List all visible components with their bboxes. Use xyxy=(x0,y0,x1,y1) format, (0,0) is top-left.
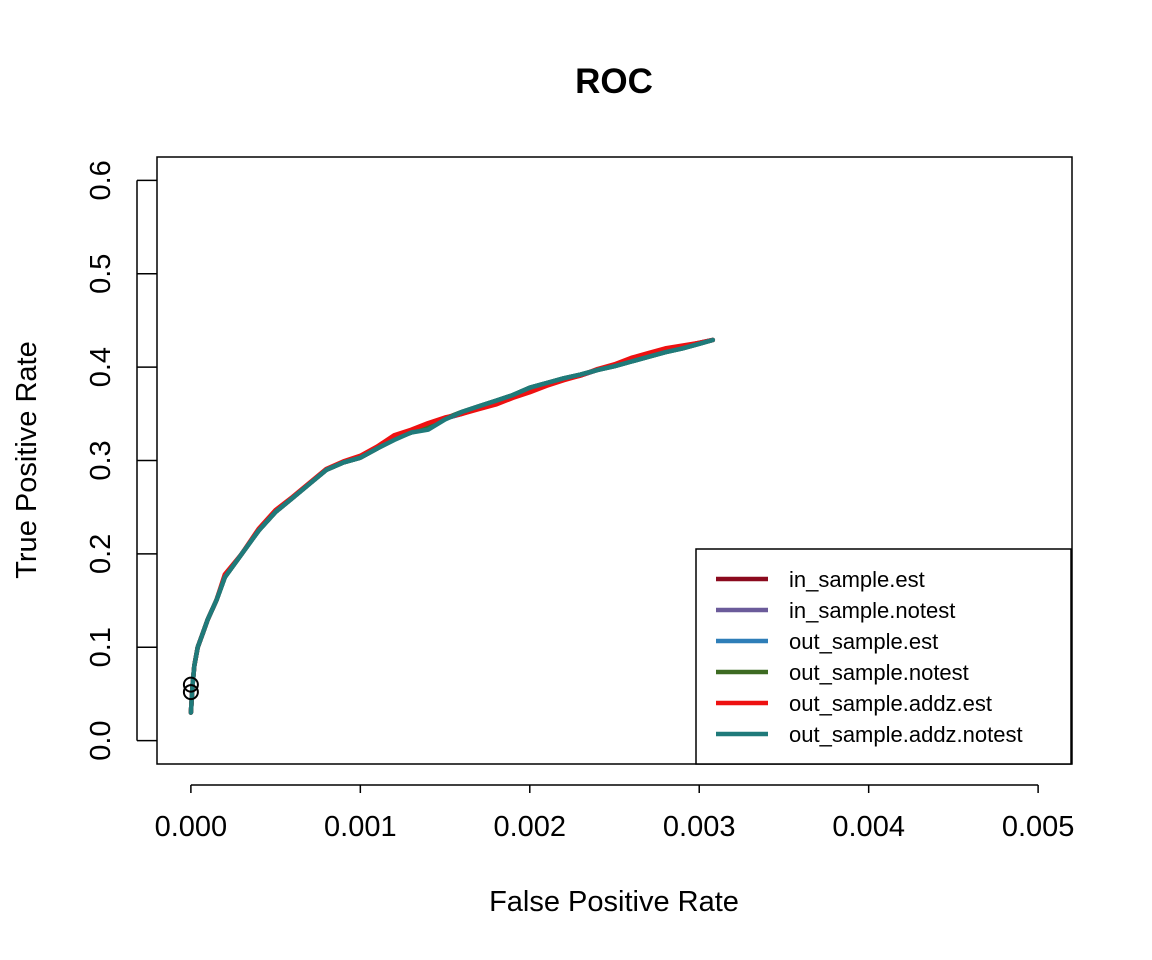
x-tick-label: 0.005 xyxy=(1002,811,1075,843)
point-marker xyxy=(182,684,199,701)
y-tick-label: 0.6 xyxy=(85,160,117,200)
y-tick-label: 0.4 xyxy=(85,347,117,387)
legend-label: in_sample.notest xyxy=(789,598,955,623)
series-line-in-sample-est xyxy=(188,337,716,715)
series-line-out-sample-addz-est xyxy=(188,337,716,715)
series-line-out-sample-est xyxy=(188,337,716,715)
y-axis: 0.0 0.1 0.2 0.3 0.4 0.5 0.6 xyxy=(85,160,157,761)
x-axis-label: False Positive Rate xyxy=(489,886,739,918)
x-tick-label: 0.002 xyxy=(493,811,566,843)
legend: in_sample.est in_sample.notest out_sample.… xyxy=(695,548,1072,765)
legend-label: out_sample.notest xyxy=(789,660,969,685)
x-tick-label: 0.000 xyxy=(155,811,228,843)
y-tick-label: 0.5 xyxy=(85,254,117,294)
series-line-out-sample-notest xyxy=(188,337,716,715)
y-tick-label: 0.1 xyxy=(85,627,117,667)
y-tick-label: 0.0 xyxy=(85,720,117,760)
series-lines xyxy=(188,337,716,715)
legend-box xyxy=(695,548,1072,765)
x-tick-label: 0.001 xyxy=(324,811,397,843)
chart-title: ROC xyxy=(575,62,653,101)
legend-label: in_sample.est xyxy=(789,567,925,592)
y-tick-label: 0.2 xyxy=(85,534,117,574)
series-line-in-sample-notest xyxy=(188,337,716,715)
x-tick-label: 0.003 xyxy=(663,811,736,843)
series-line-out-sample-addz-notest xyxy=(188,337,716,715)
legend-label: out_sample.est xyxy=(789,629,938,654)
y-tick-label: 0.3 xyxy=(85,440,117,480)
x-tick-label: 0.004 xyxy=(832,811,905,843)
legend-label: out_sample.addz.est xyxy=(789,691,992,716)
legend-label: out_sample.addz.notest xyxy=(789,722,1023,747)
y-axis-label: True Positive Rate xyxy=(11,341,43,578)
point-marker xyxy=(182,676,199,693)
x-axis: 0.000 0.001 0.002 0.003 0.004 0.005 xyxy=(155,784,1075,843)
point-markers xyxy=(182,676,199,701)
